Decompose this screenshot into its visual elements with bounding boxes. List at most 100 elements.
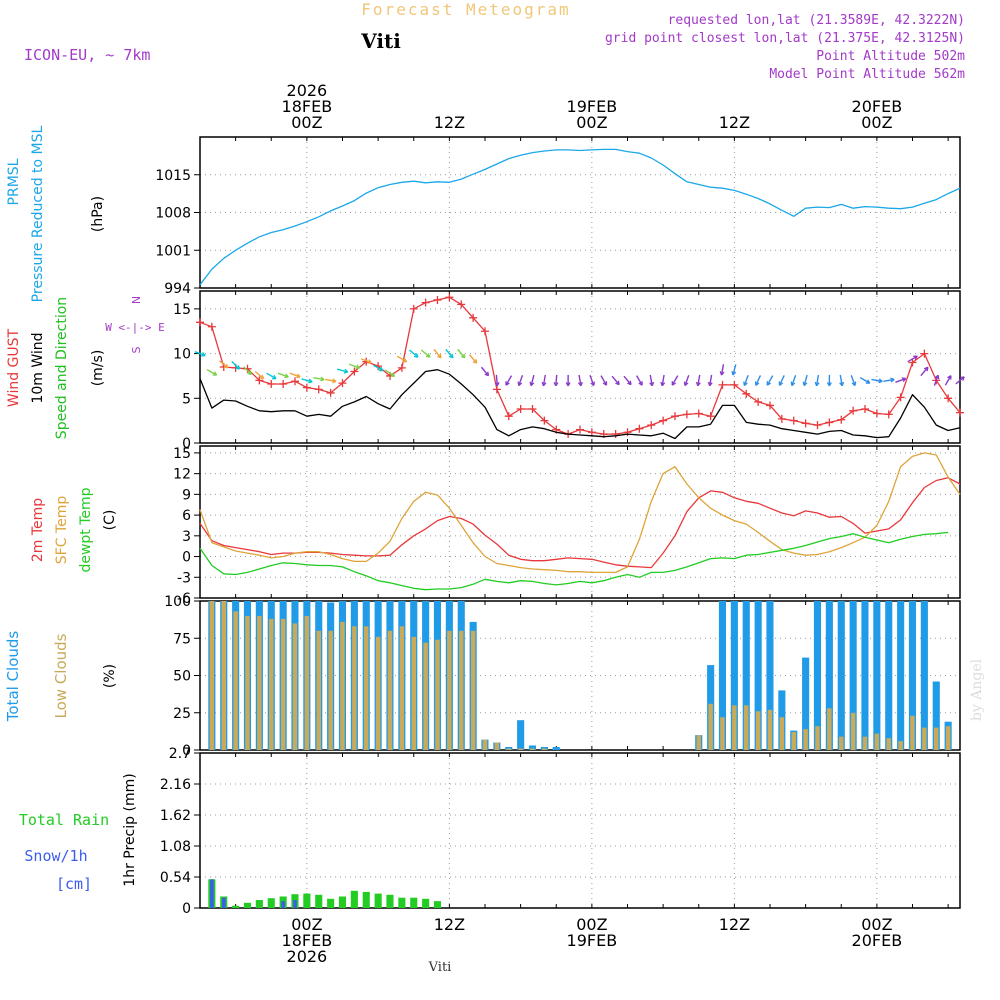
clouds-ytick-label: 0: [182, 743, 191, 759]
wind-direction-arrow: [231, 360, 241, 370]
temperature-frame: [199, 445, 961, 599]
total-cloud-bar: [908, 601, 916, 750]
total-cloud-bar: [517, 720, 525, 750]
precip-ytick-label: 0.54: [160, 870, 191, 886]
temperature-ytick-label: 0: [182, 550, 191, 566]
wind-direction-arrow: [469, 354, 478, 364]
gust-marker: [611, 430, 620, 439]
wind-direction-arrow: [433, 348, 442, 359]
requested-coords: requested lon,lat (21.3589E, 42.3222N): [668, 13, 965, 28]
wind-direction-arrow: [871, 378, 883, 383]
gust-marker: [742, 389, 751, 398]
pressure-line: [199, 148, 961, 286]
low-cloud-bar: [233, 611, 238, 750]
wind-direction-arrow: [348, 363, 360, 369]
time-label-top: 00Z: [576, 113, 607, 132]
time-label-top: 18FEB: [282, 97, 333, 116]
low-cloud-bar: [221, 601, 226, 750]
temperature-ytick-label: 3: [182, 529, 191, 545]
time-label-top: 19FEB: [567, 97, 618, 116]
wind-direction-arrow: [850, 375, 856, 386]
wind-direction-arrow: [708, 374, 713, 386]
low-cloud-bar: [530, 748, 535, 750]
dewpt-label: dewpt Temp: [78, 487, 94, 572]
time-label-top: 12Z: [719, 113, 750, 132]
wind-direction-arrow: [480, 366, 490, 377]
wind-unit: (m/s): [90, 350, 106, 387]
pressure-ytick-label: 1008: [155, 206, 191, 222]
wind-direction-arrow: [684, 375, 690, 386]
total-cloud-bar: [885, 601, 893, 750]
wind-direction-arrow: [337, 368, 348, 373]
wind-direction-arrow: [661, 374, 665, 386]
gust-marker: [528, 405, 537, 414]
wind-direction-arrow: [778, 375, 785, 386]
pressure-ytick-label: 1015: [155, 168, 191, 184]
gust-marker: [884, 410, 893, 419]
wind-direction-arrow: [555, 374, 558, 386]
gust-marker: [279, 379, 288, 388]
low-cloud-bar: [352, 626, 357, 750]
total-cloud-bar: [897, 601, 905, 750]
low-cloud-bar: [708, 703, 713, 750]
wind-direction-arrow: [803, 374, 808, 386]
low-cloud-bar: [755, 711, 761, 750]
wind-direction-arrowhead: [923, 366, 929, 372]
pressure-label: PRMSL: [6, 158, 22, 205]
wind-direction-arrowhead: [851, 381, 857, 387]
total-cloud-bar: [528, 745, 536, 750]
wind-label: 10m Wind: [30, 332, 46, 403]
rain-bar: [350, 890, 358, 908]
direction-label: Speed and Direction: [54, 297, 70, 439]
rain-bar: [386, 894, 394, 908]
wind-direction-arrow: [907, 355, 918, 363]
low-cloud-bar: [922, 727, 927, 750]
gust-marker: [694, 409, 703, 418]
wind-direction-arrow: [289, 372, 301, 378]
wind-direction-arrowhead: [460, 353, 466, 359]
wind-direction-arrowhead: [413, 353, 419, 358]
low-cloud-bar: [850, 712, 856, 751]
temperature-ytick-label: 12: [173, 467, 191, 483]
snow-bar: [281, 901, 285, 908]
wind-direction-arrowhead: [437, 353, 442, 359]
time-label-top: 2026: [287, 81, 328, 100]
gust-marker: [908, 358, 917, 367]
total-cloud-bar: [932, 681, 940, 750]
pressure-unit: (hPa): [90, 196, 106, 232]
wind-direction-arrow: [420, 349, 431, 358]
wind-direction-arrowhead: [826, 382, 832, 387]
time-label-top: 00Z: [861, 113, 892, 132]
gust-marker: [706, 412, 715, 421]
wind-direction-arrow: [505, 375, 513, 386]
wind-direction-arrowhead: [649, 381, 655, 387]
total-cloud-bar: [920, 601, 928, 750]
sfc-label: SFC Temp: [54, 496, 70, 565]
snow-bar: [222, 897, 226, 908]
wind-direction-arrow: [219, 360, 229, 369]
grid-point-coords: grid point closest lon,lat (21.375E, 42.…: [605, 31, 965, 46]
low-cloud-bar: [387, 630, 393, 750]
wind-direction-arrow: [373, 364, 384, 372]
rain-bar: [433, 901, 441, 908]
time-label-bottom: 12Z: [719, 915, 750, 934]
wind-direction-arrowhead: [565, 382, 571, 387]
gust-marker: [207, 322, 216, 331]
low-cloud-bar: [470, 630, 476, 750]
gust-marker: [540, 416, 549, 425]
rain-bar: [327, 898, 335, 908]
gust-marker: [409, 304, 418, 313]
wind-direction-arrowhead: [541, 381, 547, 387]
time-label-bottom: 2026: [287, 947, 328, 966]
wind-direction-arrow: [671, 375, 679, 386]
rain-bar: [232, 905, 240, 908]
rain-bar: [315, 894, 323, 908]
wind-direction-arrow: [732, 364, 737, 376]
rain-bar: [374, 893, 382, 908]
total-cloud-bar: [825, 601, 833, 750]
wind-direction-arrowhead: [707, 381, 713, 387]
wind-direction-arrowhead: [901, 377, 907, 382]
wind-direction-arrow: [301, 378, 313, 383]
low-cloud-bar: [411, 636, 416, 750]
gust-marker: [291, 377, 299, 386]
